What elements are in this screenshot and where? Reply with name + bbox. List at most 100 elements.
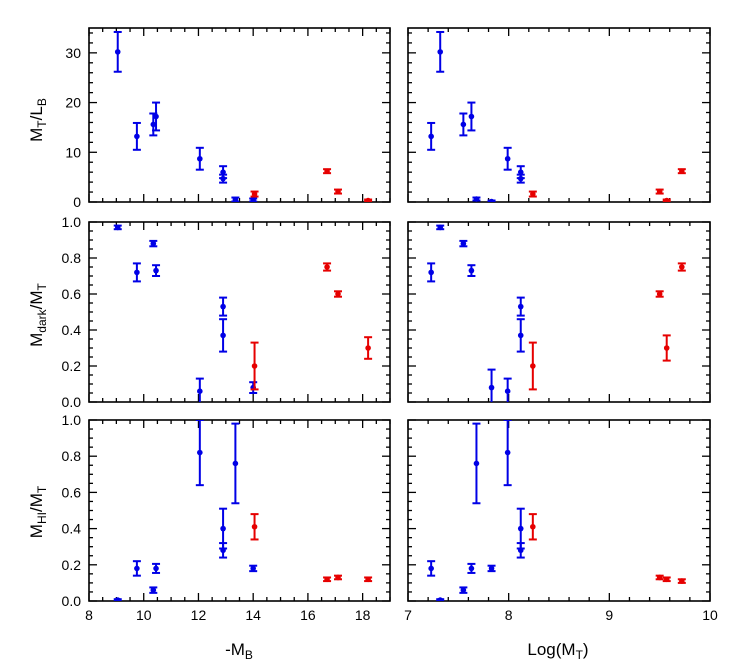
y-tick-label: 10	[65, 144, 81, 160]
data-point	[663, 345, 670, 351]
data-layer	[113, 30, 373, 202]
data-point	[468, 113, 475, 120]
data-point	[365, 345, 371, 351]
ylabel-mhi: MHI/MT	[27, 485, 49, 538]
data-layer	[427, 30, 686, 202]
data-point	[504, 449, 511, 456]
y-tick-label: 0	[73, 194, 81, 210]
data-point	[517, 525, 524, 532]
data-point	[153, 267, 159, 274]
data-point	[134, 133, 140, 140]
y-tick-label: 1.0	[62, 214, 82, 230]
data-layer	[427, 224, 686, 402]
data-point	[473, 196, 480, 202]
data-point	[428, 565, 434, 572]
data-point	[220, 547, 226, 554]
data-point	[460, 240, 467, 247]
y-tick-label: 0.8	[62, 448, 82, 464]
data-point	[150, 240, 157, 247]
y-tick-label: 0.8	[62, 250, 82, 266]
data-point	[365, 197, 371, 202]
data-point	[153, 113, 159, 120]
data-point	[656, 574, 663, 581]
data-point	[530, 523, 536, 530]
data-point	[134, 565, 140, 572]
xlabel-logmt: Log(MT)	[527, 640, 588, 662]
data-layer	[113, 420, 373, 601]
y-tick-label: 30	[65, 45, 81, 61]
y-tick-label: 0.4	[62, 322, 82, 338]
data-point	[335, 188, 341, 195]
panel-mhi-vs-mb: 8 10 12 14 16 18 0.0 0.2 0.4 0.6 0.8 1.0	[62, 412, 391, 623]
data-layer	[113, 224, 373, 402]
data-point	[197, 155, 203, 162]
y-tick-label: 0.4	[62, 521, 82, 537]
y-tick-label: 0.2	[62, 557, 82, 573]
data-point	[250, 565, 256, 572]
panel-mdark-vs-logmt	[407, 221, 711, 403]
data-point	[232, 196, 239, 202]
x-tick-label: 16	[300, 607, 316, 623]
data-point	[114, 224, 121, 231]
data-point	[663, 576, 670, 583]
panel-mtlb-vs-logmt	[407, 27, 711, 203]
plot-frame	[407, 27, 711, 203]
y-tick-label: 0.6	[62, 286, 82, 302]
data-point	[134, 269, 140, 276]
data-point	[530, 363, 536, 369]
x-tick-label: 12	[191, 607, 207, 623]
data-point	[663, 197, 670, 202]
x-tick-label: 18	[355, 607, 371, 623]
data-point	[473, 460, 480, 467]
data-point	[488, 198, 495, 202]
data-point	[365, 576, 371, 583]
data-point	[324, 576, 330, 583]
x-tick-label: 8	[505, 607, 513, 623]
data-point	[197, 449, 203, 456]
data-point	[220, 169, 226, 175]
data-point	[324, 168, 330, 174]
data-point	[197, 388, 203, 395]
panel-mhi-vs-logmt: 7 8 9 10	[404, 419, 718, 623]
data-point	[460, 587, 467, 593]
data-point	[679, 168, 685, 174]
y-tick-label: 20	[65, 95, 81, 111]
y-tick-label: 1.0	[62, 412, 82, 428]
data-point	[437, 597, 444, 601]
data-point	[504, 388, 511, 395]
data-point	[517, 332, 524, 339]
data-point	[232, 460, 239, 467]
data-point	[517, 169, 524, 175]
y-tick-label: 0.6	[62, 484, 82, 500]
x-tick-label: 7	[404, 607, 412, 623]
data-point	[428, 133, 434, 140]
panel-mdark-vs-mb: 0.0 0.2 0.4 0.6 0.8 1.0	[62, 214, 391, 410]
data-point	[251, 363, 258, 369]
data-point	[656, 291, 663, 297]
data-point	[114, 597, 121, 601]
data-point	[488, 565, 495, 572]
data-point	[220, 175, 226, 182]
data-point	[468, 267, 475, 274]
data-point	[335, 574, 341, 581]
y-tick-label: 0.0	[62, 593, 82, 609]
data-point	[428, 269, 434, 276]
data-point	[679, 264, 685, 270]
data-point	[220, 332, 226, 339]
x-tick-label: 9	[605, 607, 613, 623]
data-point	[150, 587, 157, 593]
data-layer	[427, 420, 686, 601]
data-point	[679, 578, 685, 584]
data-point	[517, 175, 524, 182]
data-point	[150, 121, 157, 128]
x-tick-label: 10	[702, 607, 718, 623]
ylabel-mtlb: MT/LB	[27, 98, 49, 142]
data-point	[468, 565, 475, 572]
data-point	[437, 224, 444, 231]
data-point	[220, 525, 226, 532]
y-tick-label: 0.2	[62, 358, 82, 374]
data-point	[530, 191, 536, 197]
data-point	[324, 264, 330, 270]
panel-mtlb-vs-mb: 0 10 20 30	[65, 27, 391, 210]
